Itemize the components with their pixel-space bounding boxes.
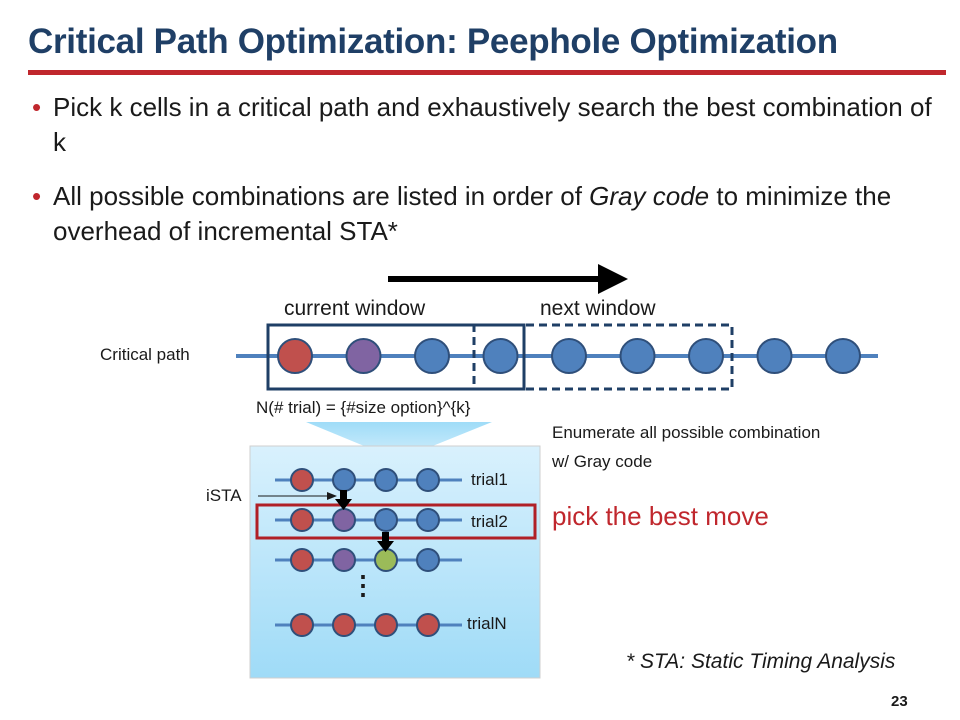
bullet-2-text: All possible combinations are listed in … bbox=[32, 179, 943, 249]
path-cell-5 bbox=[551, 338, 587, 374]
next-window-label: next window bbox=[540, 297, 656, 320]
trial-cell bbox=[374, 613, 398, 637]
path-cell-6 bbox=[619, 338, 656, 374]
page-number: 23 bbox=[891, 693, 908, 710]
path-cell-9 bbox=[825, 338, 861, 374]
trial-cell bbox=[290, 548, 314, 572]
path-cell-8 bbox=[756, 338, 793, 374]
ellipsis-more-trials: ⋮ bbox=[350, 570, 376, 600]
trial-cell bbox=[332, 613, 356, 637]
critical-path-cells bbox=[277, 338, 861, 374]
trial-label-n: trialN bbox=[467, 614, 507, 633]
bullet-2: • All possible combinations are listed i… bbox=[32, 179, 943, 249]
trial-cell bbox=[290, 468, 314, 492]
gray-step-arrow-2 bbox=[377, 532, 394, 552]
trial-cell bbox=[332, 468, 356, 492]
title-underline bbox=[28, 70, 946, 75]
bullet-2-text-after: to minimize the overhead of incremental … bbox=[53, 181, 892, 246]
best-trial-highlight bbox=[255, 503, 537, 540]
trial-cell bbox=[416, 548, 440, 572]
trial-cell bbox=[332, 508, 356, 532]
gray-step-arrow-1 bbox=[335, 490, 352, 510]
bullet-1: • Pick k cells in a critical path and ex… bbox=[32, 90, 943, 160]
bullet-dot: • bbox=[32, 181, 42, 211]
enumerate-note: Enumerate all possible combination w/ Gr… bbox=[552, 423, 821, 471]
trial-label-2: trial2 bbox=[471, 512, 508, 531]
path-cell-7 bbox=[688, 338, 724, 374]
path-cell-3 bbox=[414, 338, 450, 374]
path-cell-1 bbox=[277, 338, 313, 374]
current-window-label: current window bbox=[284, 297, 426, 320]
trial-cell bbox=[374, 508, 398, 532]
trial-cell bbox=[290, 508, 314, 532]
trial-cell bbox=[416, 508, 440, 532]
bullet-dot: • bbox=[32, 92, 42, 122]
critical-path-label: Critical path bbox=[100, 345, 190, 364]
bullet-1-text: Pick k cells in a critical path and exha… bbox=[53, 92, 932, 157]
trial-cell bbox=[416, 613, 440, 637]
trial-cell bbox=[332, 548, 356, 572]
expansion-funnel bbox=[306, 422, 492, 460]
next-window bbox=[472, 323, 734, 391]
trial-cell bbox=[374, 548, 398, 572]
trial-cell bbox=[374, 468, 398, 492]
bullet-2-text-before: All possible combinations are listed in … bbox=[53, 181, 590, 211]
bullet-2-emphasis: Gray code bbox=[589, 181, 710, 211]
trial-label-1: trial1 bbox=[471, 470, 508, 489]
pick-best-label: pick the best move bbox=[552, 501, 769, 531]
path-cell-4 bbox=[482, 338, 519, 374]
trial-count-formula: N(# trial) = {#size option}^{k} bbox=[254, 398, 473, 418]
path-cell-2 bbox=[345, 338, 382, 374]
trial-cell bbox=[416, 468, 440, 492]
window-move-arrow-head bbox=[598, 264, 628, 294]
slide-title: Critical Path Optimization: Peephole Opt… bbox=[28, 22, 838, 61]
sta-footnote: * STA: Static Timing Analysis bbox=[626, 650, 896, 673]
trial-rows bbox=[275, 468, 462, 637]
current-window bbox=[266, 323, 526, 391]
trial-cell bbox=[290, 613, 314, 637]
ista-label: iSTA bbox=[206, 486, 242, 505]
